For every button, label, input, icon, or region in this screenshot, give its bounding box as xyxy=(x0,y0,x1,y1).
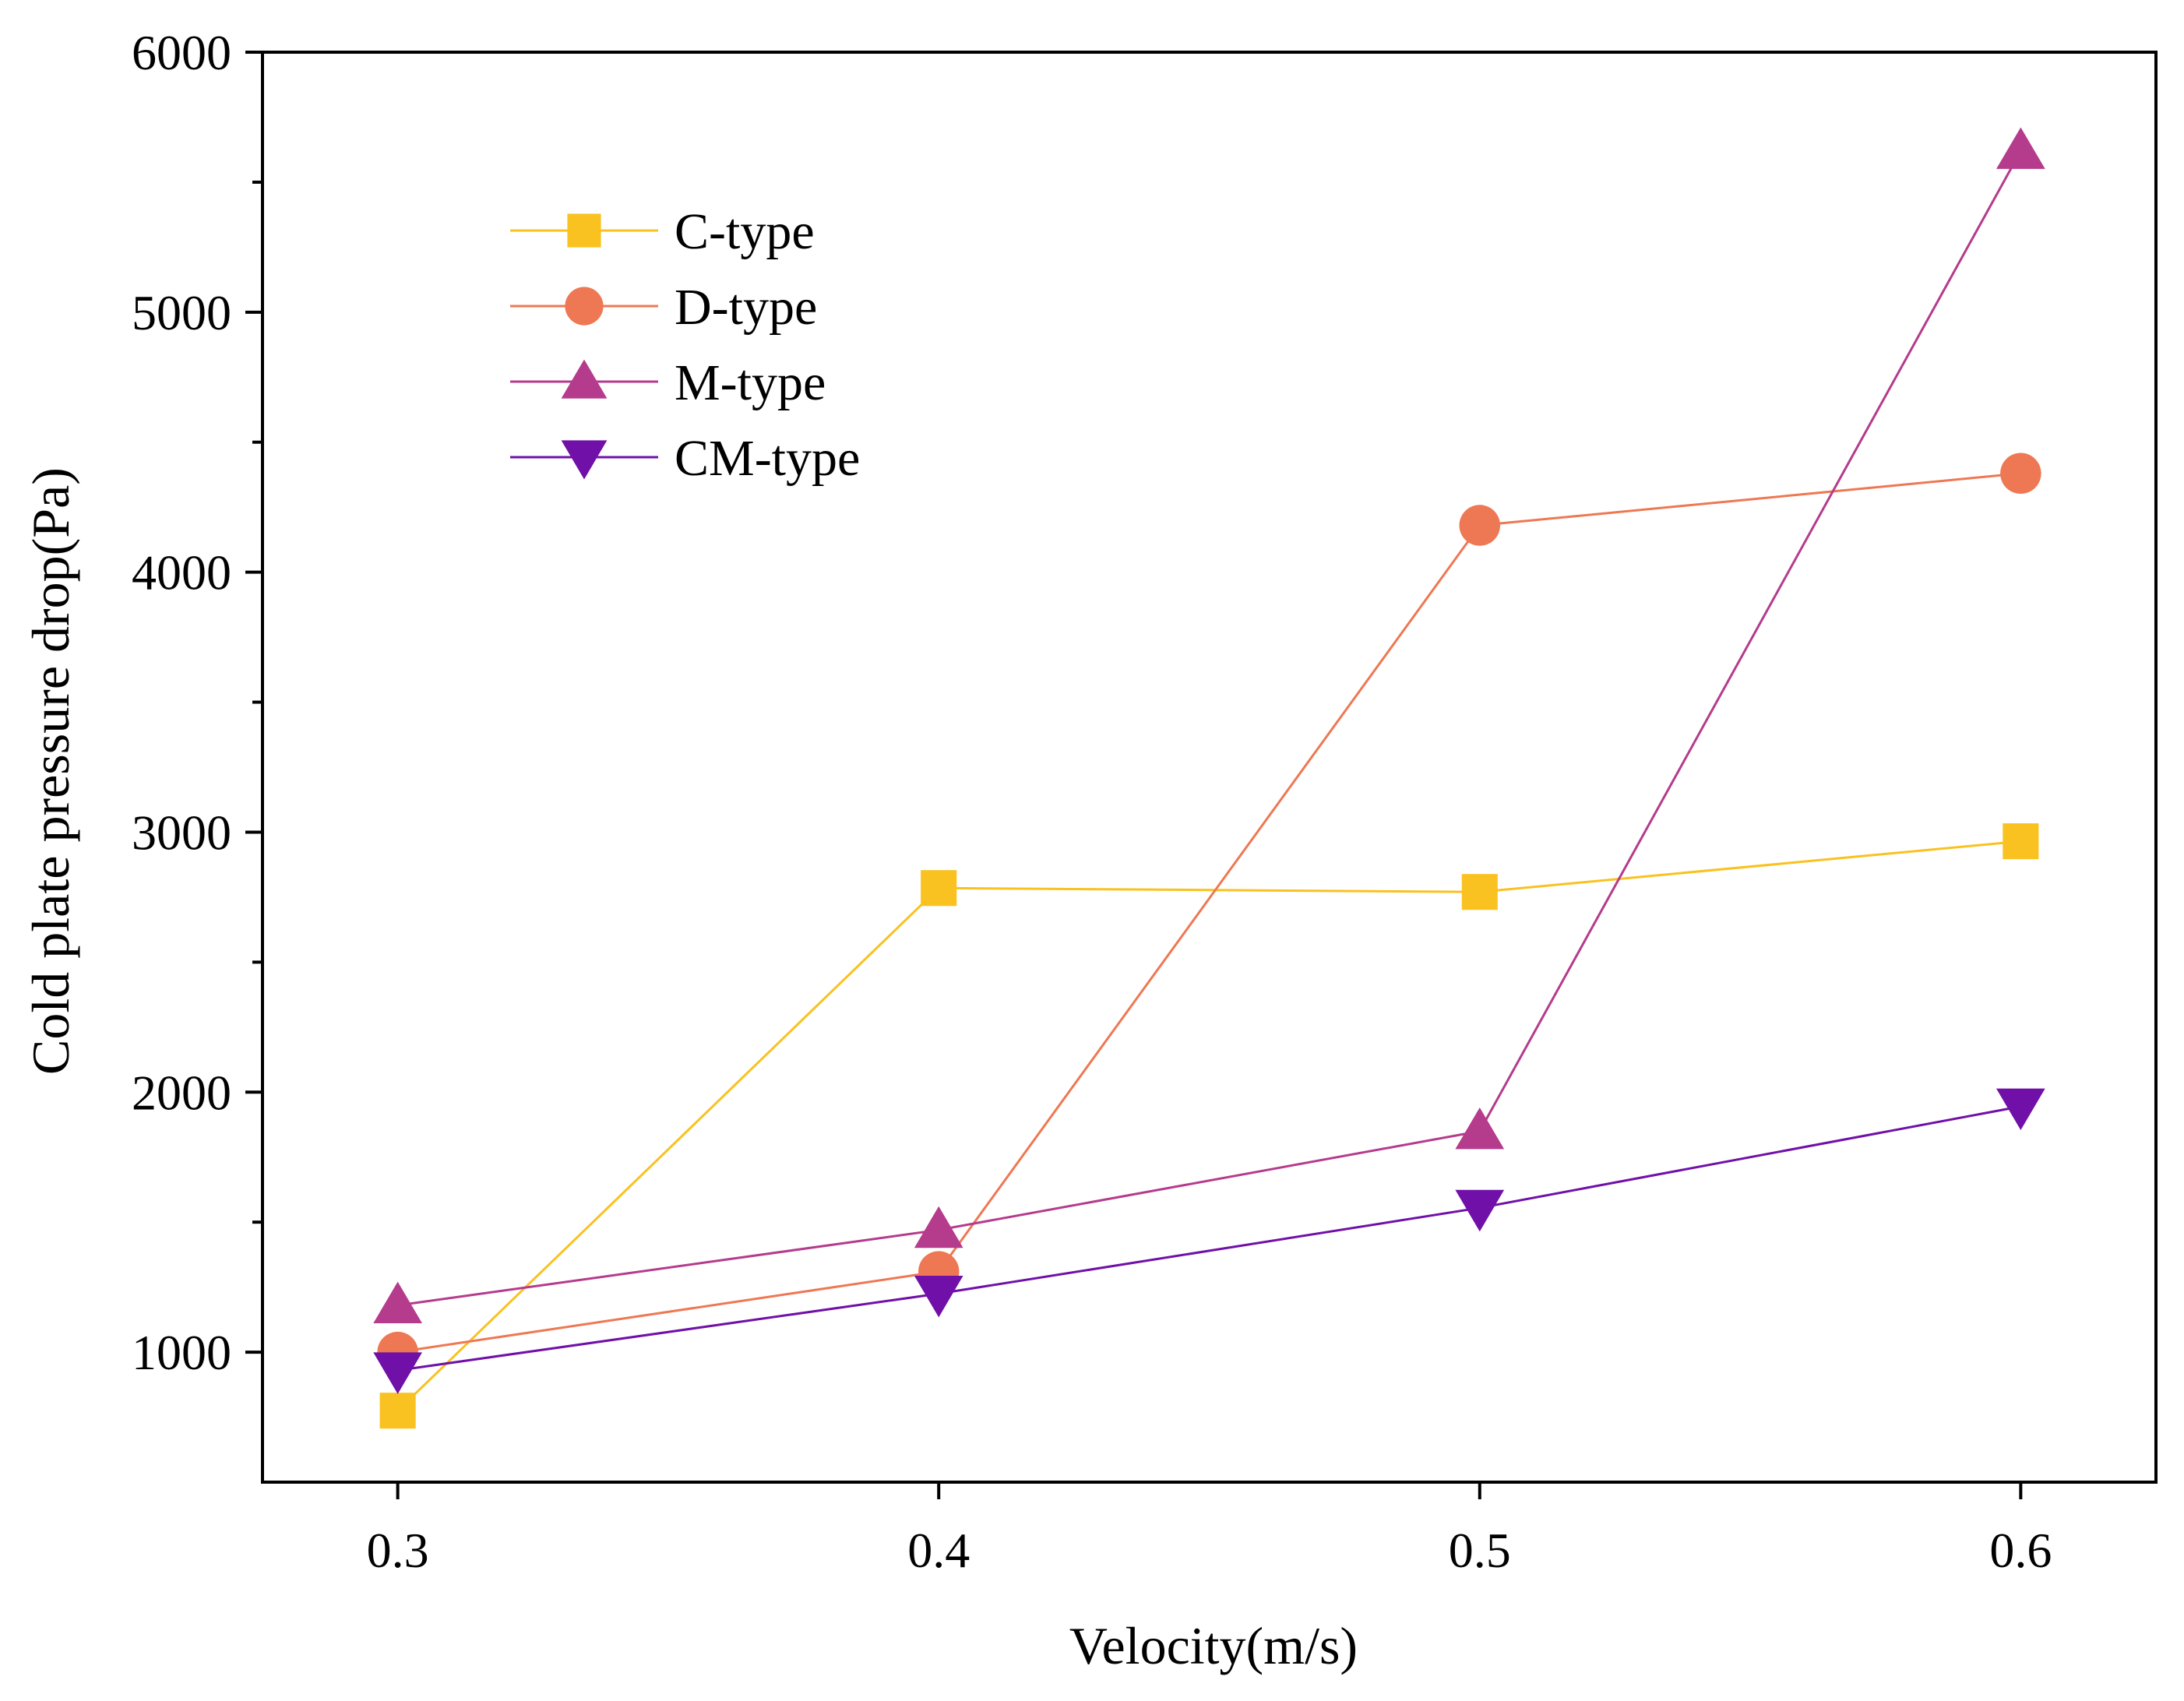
data-point-D-type xyxy=(2000,453,2041,495)
legend-label-D-type: D-type xyxy=(675,279,817,336)
plot-frame xyxy=(261,51,2158,1484)
data-point-CM-type xyxy=(1996,1088,2045,1131)
data-point-C-type xyxy=(921,870,957,907)
x-axis-title: Velocity(m/s) xyxy=(1069,1616,1358,1675)
y-tick-label: 3000 xyxy=(132,805,231,860)
series-line-CM-type xyxy=(397,1105,2021,1372)
legend-marker-M-type xyxy=(561,359,608,399)
series-line-C-type xyxy=(396,840,2021,1412)
x-tick-label: 0.4 xyxy=(907,1523,970,1578)
data-point-M-type xyxy=(1455,1107,1505,1150)
data-point-C-type xyxy=(1461,874,1498,910)
series-line-D-type xyxy=(397,472,2021,1354)
y-tick-label: 1000 xyxy=(132,1325,231,1380)
data-point-M-type xyxy=(1996,127,2045,169)
x-tick-label: 0.5 xyxy=(1449,1523,1511,1578)
legend-marker-C-type xyxy=(567,213,601,248)
data-point-C-type xyxy=(2003,823,2039,860)
data-point-M-type xyxy=(914,1206,963,1248)
y-tick-label: 2000 xyxy=(132,1065,231,1120)
y-tick-label: 4000 xyxy=(132,545,231,600)
series-line-M-type xyxy=(397,150,2022,1307)
data-point-CM-type xyxy=(1455,1189,1505,1232)
data-point-M-type xyxy=(373,1281,423,1324)
legend-label-C-type: C-type xyxy=(675,203,815,260)
data-point-CM-type xyxy=(914,1275,963,1318)
legend-marker-CM-type xyxy=(561,440,608,480)
legend-label-M-type: M-type xyxy=(675,354,826,411)
data-point-C-type xyxy=(379,1393,416,1429)
y-tick-label: 5000 xyxy=(132,285,231,340)
legend-label-CM-type: CM-type xyxy=(675,430,860,487)
y-axis-title: Cold plate pressure drop(Pa) xyxy=(21,467,80,1075)
legend-marker-D-type xyxy=(565,287,604,326)
y-tick-label: 6000 xyxy=(132,25,231,80)
data-point-D-type xyxy=(1459,505,1501,546)
x-tick-label: 0.6 xyxy=(1989,1523,2052,1578)
x-tick-label: 0.3 xyxy=(367,1523,429,1578)
data-point-CM-type xyxy=(373,1352,423,1394)
